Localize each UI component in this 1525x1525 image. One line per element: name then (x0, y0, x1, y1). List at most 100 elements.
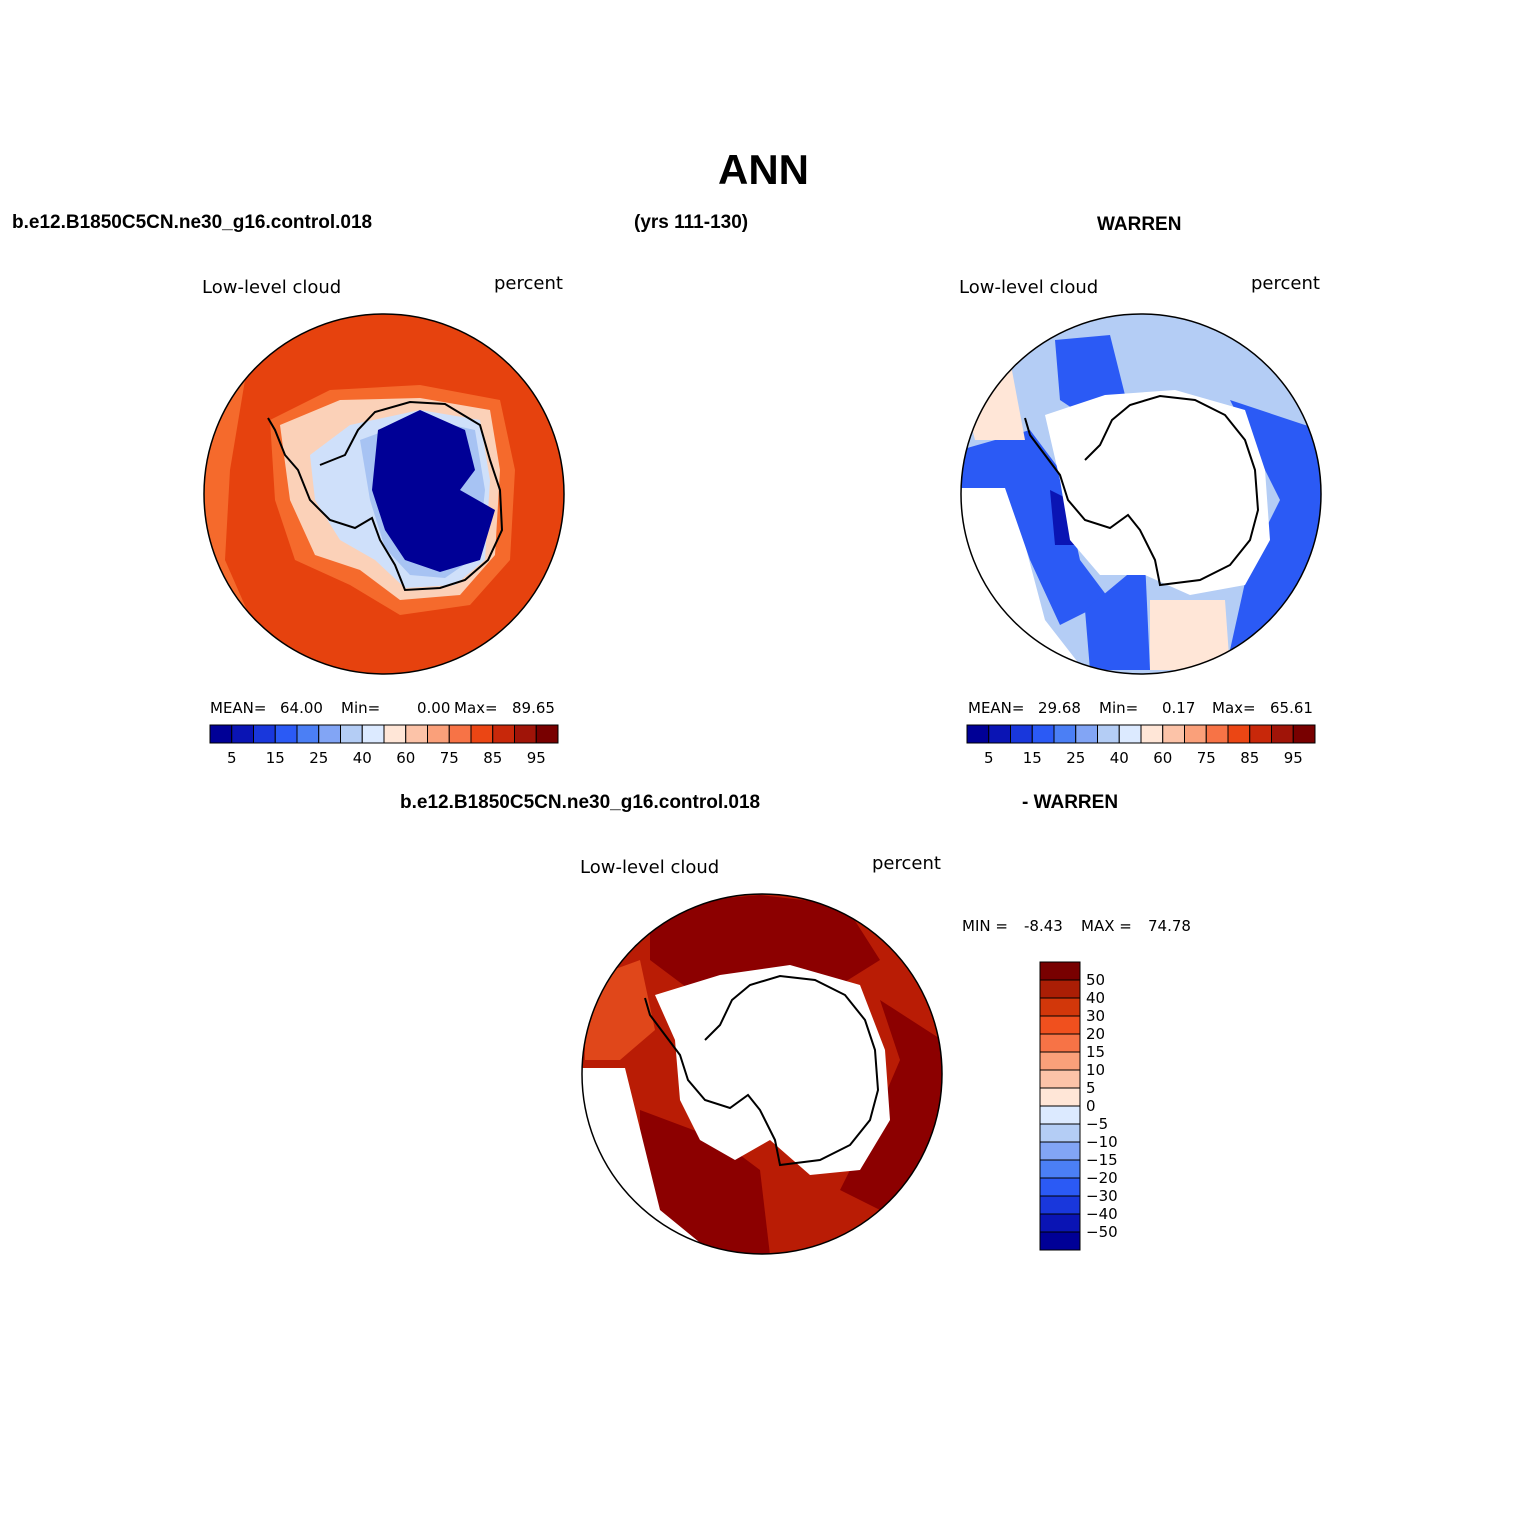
obs-polar-map (961, 314, 1321, 674)
colorbar-swatch (1039, 1231, 1081, 1251)
diff-panel-variable-label: Low-level cloud (580, 857, 720, 878)
antarctic-coastline (267, 400, 504, 592)
colorbar-swatch (1031, 724, 1055, 744)
obs-colorbar: 5 15 25 40 60 75 85 95 (966, 724, 1316, 767)
colorbar-swatch (1140, 724, 1164, 744)
diff-missing-center (655, 965, 890, 1175)
colorbar-swatch (253, 724, 276, 744)
colorbar-tick-label: 40 (1086, 989, 1105, 1007)
model-panel-variable-label: Low-level cloud (202, 277, 342, 298)
colorbar-swatch (1249, 724, 1272, 744)
diff-panel-units-label: percent (872, 853, 941, 874)
min-value: 0.00 (417, 699, 451, 717)
colorbar-swatch (427, 724, 450, 744)
colorbar-tick-label: 85 (1240, 749, 1259, 767)
max-value: 89.65 (512, 699, 555, 717)
colorbar-swatch (1292, 724, 1316, 744)
colorbar-swatch (1039, 1195, 1081, 1215)
min-value: 0.17 (1162, 699, 1196, 717)
colorbar-swatch (1039, 1123, 1081, 1143)
colorbar-swatch (1039, 1087, 1081, 1107)
colorbar-swatch (1271, 724, 1294, 744)
colorbar-tick-label: 40 (1110, 749, 1129, 767)
colorbar-tick-label: 60 (396, 749, 415, 767)
colorbar-swatch (318, 724, 341, 744)
colorbar-tick-label: −10 (1086, 1133, 1118, 1151)
model-case-header: b.e12.B1850C5CN.ne30_g16.control.018 (12, 212, 373, 233)
colorbar-swatch (470, 724, 494, 744)
colorbar-tick-label: −30 (1086, 1187, 1118, 1205)
colorbar-swatch (405, 724, 428, 744)
diff-dark-north (650, 895, 880, 990)
colorbar-swatch (492, 724, 515, 744)
colorbar-tick-label: 5 (1086, 1079, 1096, 1097)
colorbar-swatch (1039, 1213, 1081, 1233)
max-value: 65.61 (1270, 699, 1313, 717)
model-colorbar: 5 15 25 40 60 75 85 95 (209, 724, 559, 767)
colorbar-swatch (514, 724, 537, 744)
colorbar-swatch (340, 724, 363, 744)
mean-value: 64.00 (280, 699, 323, 717)
colorbar-swatch (1227, 724, 1251, 744)
colorbar-tick-label: 25 (309, 749, 328, 767)
obs-pale-red-west (965, 360, 1025, 440)
colorbar-swatch (1010, 724, 1033, 744)
colorbar-swatch (1039, 1051, 1081, 1071)
obs-pale-red-south (1150, 600, 1230, 670)
colorbar-tick-label: −20 (1086, 1169, 1118, 1187)
colorbar-swatch (361, 724, 385, 744)
min-value: -8.43 (1024, 917, 1063, 935)
colorbar-swatch (209, 724, 233, 744)
colorbar-swatch (1039, 1105, 1081, 1125)
max-value: 74.78 (1148, 917, 1191, 935)
model-map-border (203, 313, 565, 675)
colorbar-swatch (231, 724, 254, 744)
obs-map-border (960, 313, 1322, 675)
colorbar-swatch (535, 724, 559, 744)
colorbar-tick-label: 25 (1066, 749, 1085, 767)
colorbar-swatch (1039, 1033, 1081, 1053)
colorbar-tick-label: 10 (1086, 1061, 1105, 1079)
max-label: Max= (454, 699, 498, 717)
mean-label: MEAN= (210, 699, 267, 717)
colorbar-tick-label: 85 (483, 749, 502, 767)
colorbar-swatch (1162, 724, 1185, 744)
obs-panel-units-label: percent (1251, 273, 1320, 294)
colorbar-tick-label: 5 (984, 749, 994, 767)
colorbar-swatch (1039, 1069, 1081, 1089)
mean-value: 29.68 (1038, 699, 1081, 717)
colorbar-swatch (988, 724, 1011, 744)
obs-header: WARREN (1097, 214, 1182, 235)
model-panel-units-label: percent (494, 273, 563, 294)
diff-polar-map (582, 894, 942, 1254)
colorbar-swatch (448, 724, 472, 744)
colorbar-tick-label: 95 (527, 749, 546, 767)
mean-label: MEAN= (968, 699, 1025, 717)
colorbar-swatch (1205, 724, 1229, 744)
antarctic-coastline (1024, 394, 1260, 587)
land-core (372, 410, 495, 572)
colorbar-tick-label: −40 (1086, 1205, 1118, 1223)
colorbar-tick-label: 15 (1023, 749, 1042, 767)
max-label: MAX = (1081, 917, 1132, 935)
colorbar-swatch (1097, 724, 1120, 744)
colorbar-tick-label: 75 (1197, 749, 1216, 767)
obs-mid-west (961, 430, 1110, 625)
antarctic-coastline (644, 974, 880, 1167)
colorbar-tick-label: 15 (266, 749, 285, 767)
model-polar-map (204, 314, 564, 674)
colorbar-tick-label: 50 (1086, 971, 1105, 989)
colorbar-swatch (1039, 1177, 1081, 1197)
colorbar-swatch (1184, 724, 1207, 744)
colorbar-swatch (1039, 997, 1081, 1017)
obs-mid-south (1085, 560, 1150, 670)
colorbar-swatch (966, 724, 990, 744)
colorbar-swatch (1039, 1141, 1081, 1161)
colorbar-tick-label: 75 (440, 749, 459, 767)
diff-dark-south (640, 1110, 770, 1254)
obs-panel-variable-label: Low-level cloud (959, 277, 1099, 298)
colorbar-swatch (1039, 1015, 1081, 1035)
colorbar-swatch (383, 724, 407, 744)
